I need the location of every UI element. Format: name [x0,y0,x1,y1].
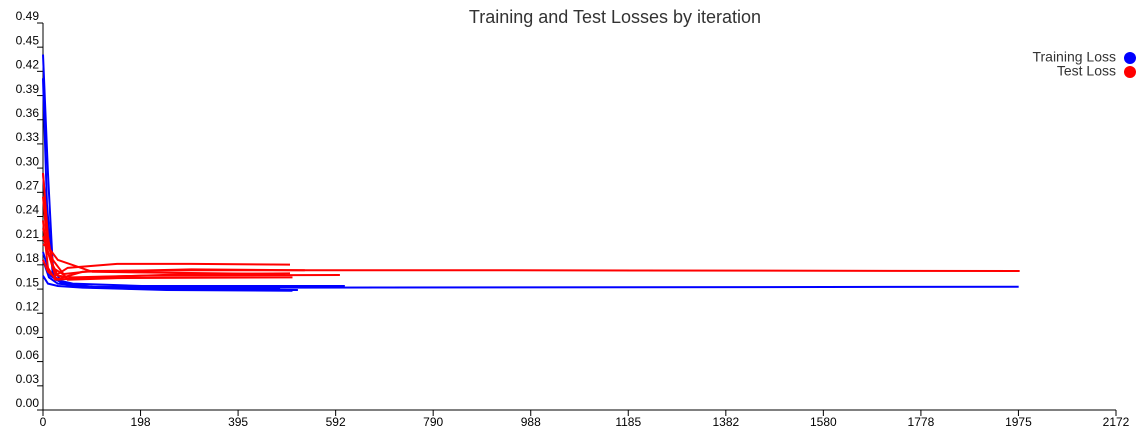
loss-line [42,243,286,276]
x-tick-label: 198 [131,415,151,429]
x-tick-label: 1185 [615,415,641,429]
y-tick-label: 0.09 [16,324,40,338]
loss-line [42,275,293,292]
y-tick-label: 0.12 [16,299,40,313]
x-tick-label: 592 [326,415,346,429]
chart-title: Training and Test Losses by iteration [469,7,761,27]
loss-line [42,220,305,281]
y-tick-label: 0.36 [16,106,40,120]
y-tick-label: 0.49 [16,9,40,23]
loss-line [42,228,293,281]
x-tick-label: 790 [423,415,443,429]
legend-swatch [1124,66,1136,78]
y-tick-label: 0.39 [16,82,40,96]
x-tick-label: 395 [228,415,248,429]
x-tick-label: 1778 [908,415,935,429]
legend-label: Training Loss [1032,49,1116,65]
x-tick-label: 988 [521,415,541,429]
y-tick-label: 0.45 [16,33,40,47]
y-tick-label: 0.15 [16,275,40,289]
loss-line [42,78,298,291]
y-tick-label: 0.03 [16,372,40,386]
y-tick-label: 0.42 [16,58,40,72]
loss-line [42,54,1019,289]
loss-line [42,259,291,281]
y-tick-label: 0.06 [16,348,40,362]
x-tick-label: 2172 [1103,415,1130,429]
y-tick-label: 0.30 [16,154,40,168]
y-tick-label: 0.27 [16,179,40,193]
y-tick-label: 0.33 [16,130,40,144]
y-tick-label: 0.24 [16,203,40,217]
loss-line [42,172,1020,276]
y-tick-label: 0.18 [16,251,40,265]
y-tick-label: 0.00 [16,396,40,410]
legend-label: Test Loss [1057,63,1116,79]
legend-swatch [1124,52,1136,64]
x-tick-label: 1382 [712,415,739,429]
x-tick-label: 1975 [1005,415,1032,429]
x-tick-label: 1580 [810,415,837,429]
loss-line [42,196,291,278]
x-tick-label: 0 [40,415,47,429]
y-tick-label: 0.21 [16,227,40,241]
